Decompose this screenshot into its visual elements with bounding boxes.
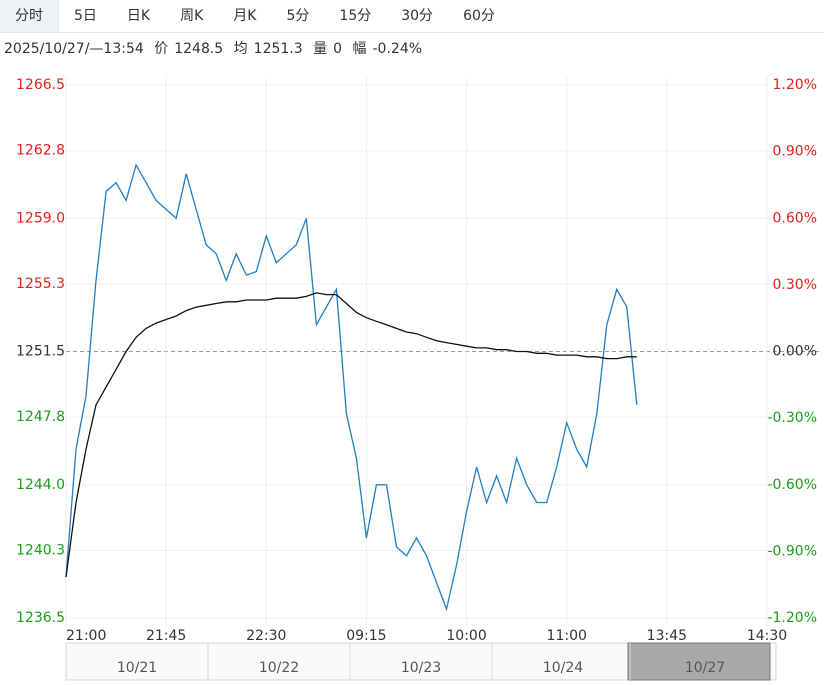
price-line [65,163,638,612]
x-tick-label: 10:00 [446,628,486,644]
y-tick-label: 1236.5 [16,610,65,626]
info-label: 均 [233,41,248,57]
info-label: 量 [313,41,328,57]
y-tick-label: 1247.8 [16,409,65,425]
info-value: 1251.3 [253,41,303,57]
tab-bar: 分时 5日 日K 周K 月K 5分 15分 30分 60分 [0,0,824,33]
x-tick-label: 14:30 [747,628,787,644]
x-tick-label: 11:00 [547,628,587,644]
price-line [65,292,637,578]
y-tick-label: 1244.0 [16,477,65,493]
info-label: 价 [154,41,169,57]
tab[interactable]: 周K [180,8,204,24]
y-tick-label: 1251.5 [16,344,65,360]
navigator-date: 10/21 [117,660,157,676]
info-value: 1248.5 [174,41,224,57]
y-tick-label: 1240.3 [16,542,65,558]
x-tick-label: 09:15 [346,628,386,644]
info-value: 0 [333,41,343,57]
y2-tick-label: 0.00% [773,344,817,360]
y2-tick-label: -0.30% [767,410,817,426]
navigator-date: 10/24 [543,660,583,676]
x-tick-label: 22:30 [246,628,286,644]
navigator-date: 10/27 [685,660,725,676]
y2-tick-label: 0.30% [773,277,817,293]
tab[interactable]: 15分 [339,8,372,24]
info-time: 2025/10/27/—13:54 [4,41,144,57]
x-tick-label: 21:45 [146,628,186,644]
tab[interactable]: 5日 [74,8,97,24]
info-value: -0.24% [372,41,423,57]
y2-tick-label: -1.20% [767,610,817,626]
y-tick-label: 1255.3 [16,276,65,292]
navigator-selection[interactable] [627,642,771,681]
tab[interactable]: 日K [126,8,151,24]
y2-tick-label: 0.60% [773,210,817,226]
x-tick-label: 21:00 [66,628,106,644]
y-tick-label: 1259.0 [16,210,65,226]
y2-tick-label: -0.60% [767,477,817,493]
tab[interactable]: 60分 [463,8,495,24]
x-tick-label: 13:45 [647,628,687,644]
tab[interactable]: 月K [233,8,257,24]
y-tick-label: 1266.5 [16,77,65,93]
y2-tick-label: 1.20% [773,77,817,93]
y2-tick-label: 0.90% [773,144,817,160]
navigator-date: 10/23 [401,660,441,676]
navigator-date: 10/22 [259,660,299,676]
tab[interactable]: 5分 [286,8,310,24]
y-tick-label: 1262.8 [16,143,65,159]
info-label: 幅 [352,41,367,57]
tab[interactable]: 30分 [401,8,434,24]
y2-tick-label: -0.90% [767,543,817,559]
tab[interactable]: 分时 [0,0,59,32]
